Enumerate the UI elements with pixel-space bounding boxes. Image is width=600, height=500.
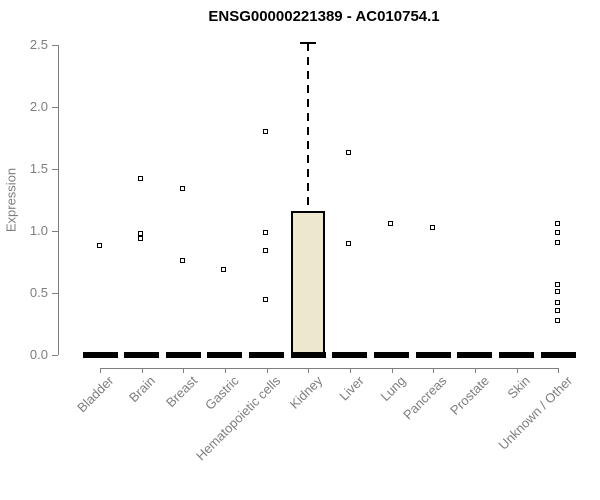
x-axis-tick [391, 368, 393, 373]
x-axis-tick [224, 368, 226, 373]
x-tick-label-brain: Brain [126, 373, 159, 406]
box-kidney [291, 211, 326, 355]
outlier-point-unknown-other [554, 307, 560, 313]
y-tick-label: 2.5 [29, 37, 48, 52]
whisker-line-kidney [307, 42, 310, 212]
outlier-point-unknown-other [554, 239, 560, 245]
x-tick-label-skin: Skin [504, 373, 534, 402]
y-axis-tick [52, 231, 58, 232]
outlier-point-hematopoietic-cells [263, 248, 269, 254]
y-axis-line [58, 45, 59, 355]
x-tick-label-bladder: Bladder [74, 373, 117, 416]
median-bar-unknown-other [540, 352, 576, 358]
outlier-point-unknown-other [554, 317, 560, 323]
x-axis-line [100, 368, 559, 369]
outlier-point-liver [346, 150, 352, 156]
chart-title: ENSG00000221389 - AC010754.1 [208, 8, 440, 25]
outlier-point-unknown-other [554, 300, 560, 306]
y-axis-tick [52, 107, 58, 108]
outlier-point-hematopoietic-cells [263, 129, 269, 135]
x-axis-tick [100, 368, 101, 373]
median-bar-breast [165, 352, 201, 358]
outlier-point-unknown-other [554, 221, 560, 227]
x-axis-tick [349, 368, 351, 373]
x-axis-tick [183, 368, 185, 373]
outlier-point-brain [138, 235, 144, 241]
x-axis-tick [266, 368, 268, 373]
x-axis-tick [433, 368, 435, 373]
outlier-point-brain [138, 176, 144, 182]
x-tick-label-liver: Liver [336, 373, 367, 404]
median-bar-kidney [290, 352, 326, 358]
outlier-point-unknown-other [554, 289, 560, 295]
outlier-point-unknown-other [554, 281, 560, 287]
whisker-cap-kidney [300, 41, 317, 44]
outlier-point-breast [179, 186, 185, 192]
x-axis-tick [474, 368, 476, 373]
x-axis-tick [141, 368, 143, 373]
outlier-point-gastric [221, 266, 227, 272]
y-tick-label: 1.5 [29, 161, 48, 176]
x-tick-label-prostate: Prostate [446, 373, 492, 418]
y-tick-label: 2.0 [29, 99, 48, 114]
outlier-point-unknown-other [554, 229, 560, 235]
x-axis-tick [516, 368, 518, 373]
outlier-point-pancreas [429, 224, 435, 230]
median-bar-gastric [207, 352, 243, 358]
outlier-point-bladder [96, 243, 102, 249]
x-tick-label-unknown-other: Unknown / Other [495, 373, 575, 453]
median-bar-hematopoietic-cells [249, 352, 285, 358]
outlier-point-hematopoietic-cells [263, 229, 269, 235]
median-bar-prostate [457, 352, 493, 358]
outlier-point-breast [179, 258, 185, 264]
y-axis-tick [52, 355, 58, 356]
median-bar-lung [374, 352, 410, 358]
x-tick-label-lung: Lung [377, 373, 409, 405]
outlier-point-hematopoietic-cells [263, 296, 269, 302]
y-axis-tick [52, 45, 58, 46]
x-tick-label-breast: Breast [162, 373, 200, 411]
x-tick-label-kidney: Kidney [286, 373, 325, 412]
x-tick-label-gastric: Gastric [201, 373, 242, 413]
y-axis-tick [52, 293, 58, 294]
outlier-point-lung [388, 221, 394, 227]
median-bar-skin [499, 352, 535, 358]
y-tick-label: 0.5 [29, 285, 48, 300]
x-axis-tick [308, 368, 310, 373]
median-bar-brain [124, 352, 160, 358]
median-bar-bladder [82, 352, 118, 358]
y-axis-tick [52, 169, 58, 170]
outlier-point-brain [138, 230, 144, 236]
y-tick-label: 1.0 [29, 223, 48, 238]
x-axis-tick [558, 368, 560, 373]
x-tick-label-pancreas: Pancreas [400, 373, 450, 423]
outlier-point-liver [346, 240, 352, 246]
median-bar-pancreas [415, 352, 451, 358]
y-tick-label: 0.0 [29, 347, 48, 362]
median-bar-liver [332, 352, 368, 358]
